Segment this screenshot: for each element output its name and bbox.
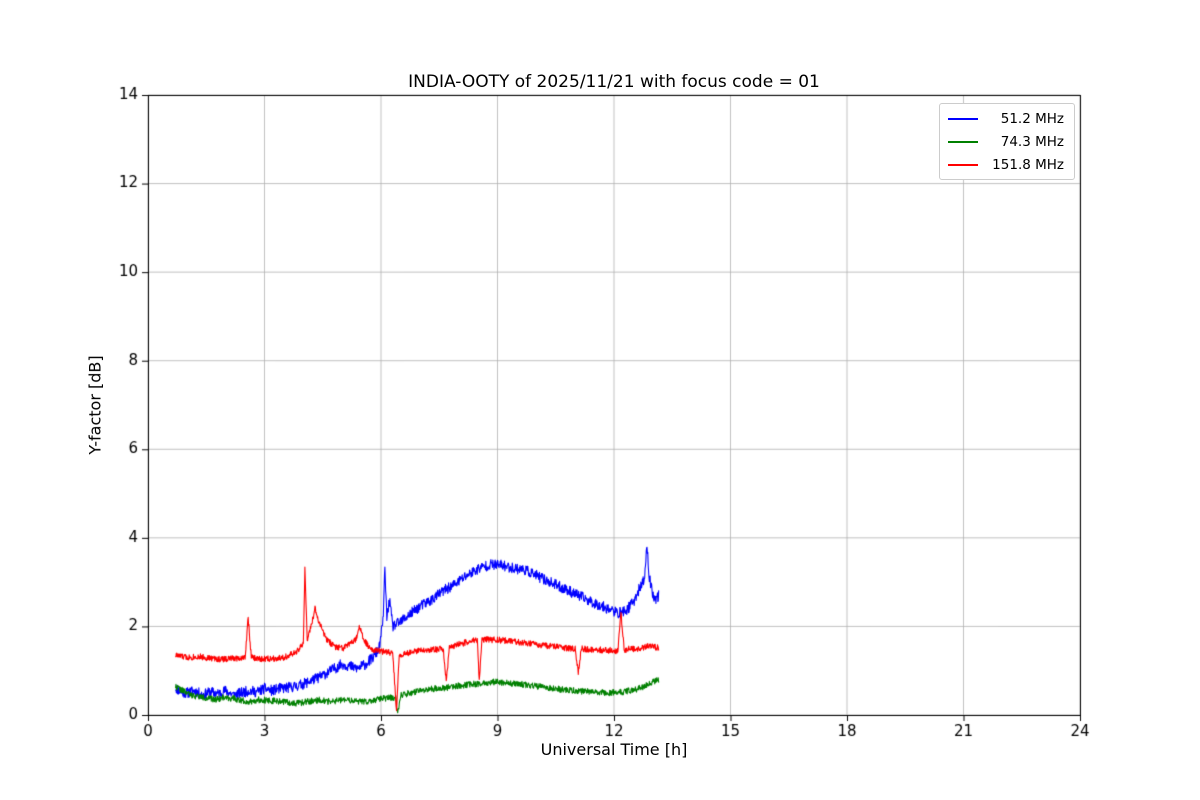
legend-line-sample-red bbox=[948, 163, 978, 166]
legend-item: 151.8 MHz bbox=[948, 156, 1064, 173]
x-axis-label: Universal Time [h] bbox=[540, 740, 688, 759]
y-axis-label: Y-factor [dB] bbox=[85, 355, 105, 455]
legend-item: 51.2 MHz bbox=[948, 110, 1064, 127]
legend-item: 74.3 MHz bbox=[948, 133, 1064, 150]
legend-label: 151.8 MHz bbox=[992, 156, 1064, 173]
chart-title: INDIA-OOTY of 2025/11/21 with focus code… bbox=[408, 72, 820, 92]
legend-line-sample-green bbox=[948, 140, 978, 143]
legend-label: 74.3 MHz bbox=[1000, 133, 1064, 150]
legend-line-sample-blue bbox=[948, 117, 978, 120]
chart-legend: 51.2 MHz 74.3 MHz 151.8 MHz bbox=[939, 103, 1075, 180]
legend-label: 51.2 MHz bbox=[1000, 110, 1064, 127]
